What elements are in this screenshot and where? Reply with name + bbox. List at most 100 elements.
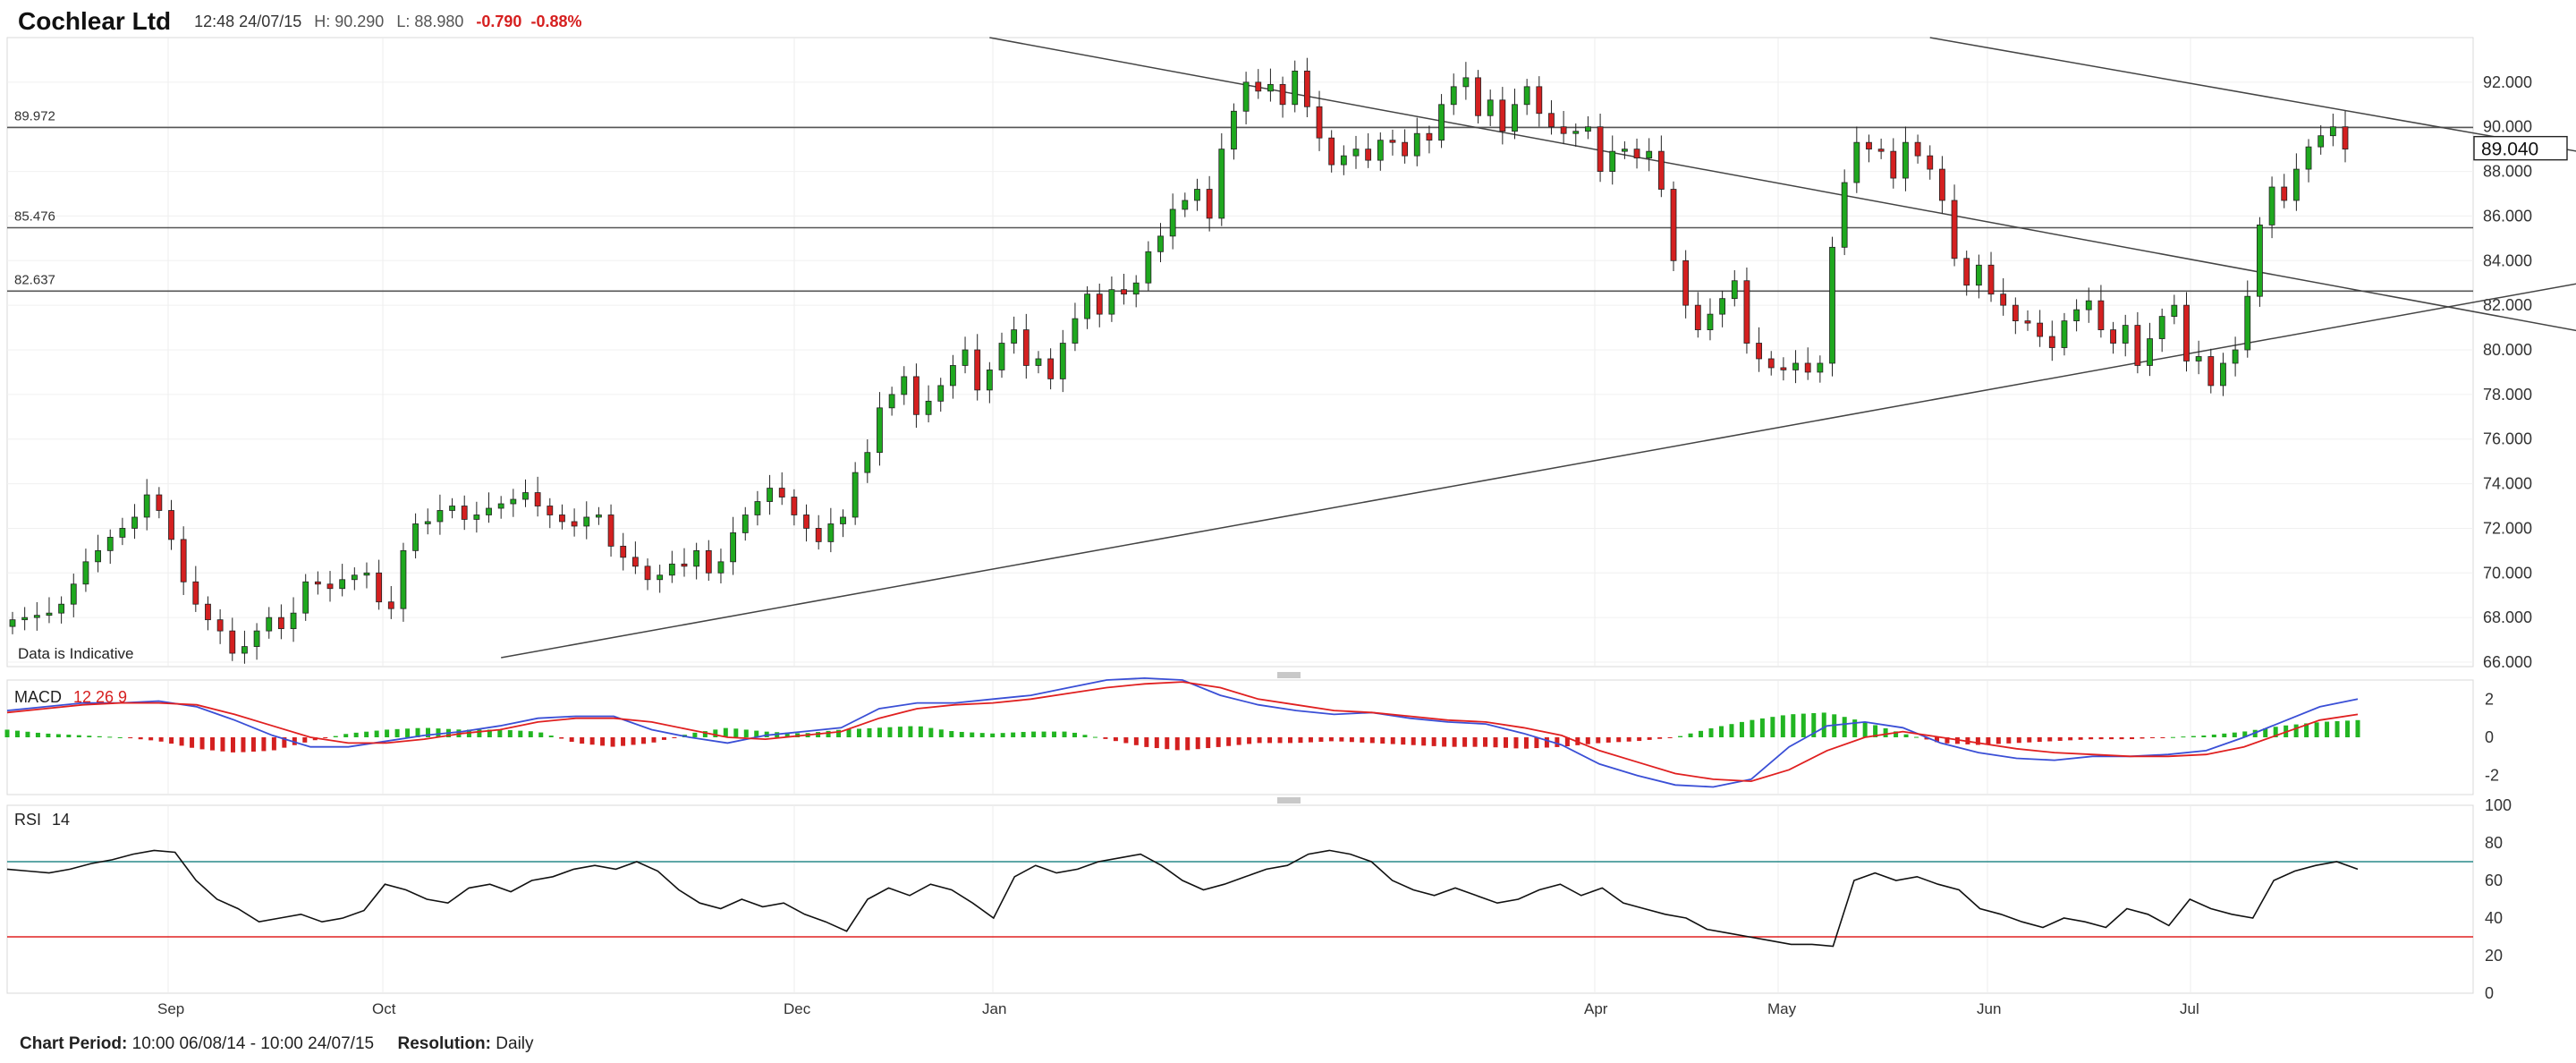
macd-histogram-bar	[621, 737, 626, 746]
macd-histogram-bar	[282, 737, 287, 748]
candle-body	[2207, 356, 2215, 387]
price-tick-label: 86.000	[2483, 207, 2532, 225]
macd-histogram-bar	[2160, 737, 2165, 738]
candle-body	[510, 498, 517, 505]
chart-period-label: Chart Period:	[20, 1034, 128, 1053]
candle-body	[1157, 235, 1164, 252]
x-tick-label: Sep	[157, 1000, 184, 1017]
macd-histogram-bar	[548, 736, 554, 737]
candle-body	[2048, 336, 2055, 348]
macd-histogram-bar	[897, 727, 902, 737]
candle-body	[497, 503, 504, 509]
rsi-params: 14	[52, 811, 70, 829]
macd-histogram-bar	[1934, 737, 1939, 743]
candle-body	[1267, 83, 1274, 92]
macd-histogram-bar	[1462, 737, 1468, 747]
macd-histogram-bar	[1883, 727, 1888, 737]
candle-body	[925, 400, 932, 415]
macd-histogram-bar	[2345, 720, 2351, 737]
macd-histogram-bar	[1041, 731, 1046, 737]
candle-body	[1609, 150, 1616, 172]
candle-body	[363, 572, 370, 576]
candle-body	[277, 617, 284, 630]
candle-body	[1182, 200, 1189, 210]
candle-body	[767, 488, 773, 502]
candle-body	[216, 619, 224, 632]
candle-body	[644, 566, 651, 581]
candle-body	[2220, 362, 2226, 387]
candle-body	[1902, 141, 1909, 179]
candle-body	[1939, 168, 1945, 201]
candle-body	[1927, 155, 1934, 170]
candle-body	[1817, 362, 1824, 373]
macd-histogram-bar	[1759, 718, 1765, 737]
candle-body	[1340, 155, 1347, 166]
macd-histogram-bar	[928, 727, 934, 737]
macd-histogram-bar	[2149, 737, 2155, 738]
macd-histogram-bar	[1873, 725, 1878, 737]
macd-histogram-bar	[2334, 720, 2340, 737]
candle-body	[596, 514, 602, 518]
price-tick-label: 84.000	[2483, 251, 2532, 269]
candle-body	[864, 452, 871, 473]
macd-histogram-bar	[385, 729, 390, 737]
candle-body	[400, 549, 407, 609]
horizontal-level-label: 85.476	[14, 208, 55, 224]
macd-histogram-bar	[1483, 737, 1488, 747]
macd-histogram-bar	[2016, 737, 2021, 744]
candle-body	[1438, 104, 1445, 141]
macd-histogram-bar	[426, 727, 431, 737]
macd-histogram-bar	[4, 729, 10, 737]
candle-body	[1512, 104, 1518, 132]
quote-datetime: 12:48 24/07/15	[194, 12, 302, 30]
macd-histogram-bar	[487, 729, 492, 737]
macd-histogram-bar	[2078, 737, 2083, 740]
candle-body	[1780, 367, 1787, 370]
candle-body	[962, 349, 969, 366]
macd-histogram-bar	[754, 730, 759, 737]
candle-body	[1426, 132, 1433, 141]
macd-histogram-bar	[1103, 737, 1108, 739]
price-change-percent: -0.88%	[530, 12, 582, 30]
macd-histogram-bar	[1011, 732, 1016, 737]
candle-body	[1841, 182, 1848, 248]
macd-histogram-bar	[1021, 732, 1026, 737]
macd-histogram-bar	[1945, 737, 1950, 744]
macd-histogram-bar	[1534, 737, 1539, 749]
candle-body	[607, 514, 614, 547]
macd-histogram-bar	[979, 733, 985, 737]
candle-body	[1059, 343, 1066, 379]
candle-body	[631, 557, 639, 567]
candle-body	[827, 523, 835, 542]
candle-body	[1499, 99, 1506, 132]
candle-body	[1316, 106, 1323, 139]
macd-histogram-bar	[1452, 737, 1457, 747]
macd-histogram-bar	[2057, 737, 2063, 741]
candle-body	[1560, 126, 1567, 134]
macd-histogram-bar	[353, 732, 359, 737]
macd-histogram-bar	[1862, 721, 1868, 737]
rsi-title: RSI	[14, 811, 41, 829]
macd-histogram-bar	[1390, 737, 1395, 744]
macd-histogram-bar	[415, 727, 420, 737]
candle-body	[1475, 77, 1481, 116]
macd-histogram-bar	[261, 737, 267, 752]
candle-body	[2024, 320, 2031, 324]
macd-histogram-bar	[2068, 737, 2073, 741]
macd-histogram-bar	[1914, 736, 1919, 738]
macd-histogram-bar	[497, 729, 503, 737]
macd-tick-label: 2	[2485, 690, 2494, 708]
day-low: L: 88.980	[396, 12, 464, 30]
macd-histogram-bar	[250, 737, 256, 753]
macd-histogram-bar	[938, 729, 944, 737]
rsi-tick-label: 100	[2485, 796, 2512, 814]
candle-body	[449, 506, 455, 511]
candle-body	[180, 539, 187, 583]
candle-body	[888, 394, 895, 409]
candle-body	[1633, 149, 1640, 159]
candle-body	[705, 549, 712, 574]
candle-body	[1194, 189, 1200, 201]
candle-body	[571, 521, 578, 527]
candle-body	[1072, 318, 1079, 344]
x-tick-label: Jan	[982, 1000, 1006, 1017]
